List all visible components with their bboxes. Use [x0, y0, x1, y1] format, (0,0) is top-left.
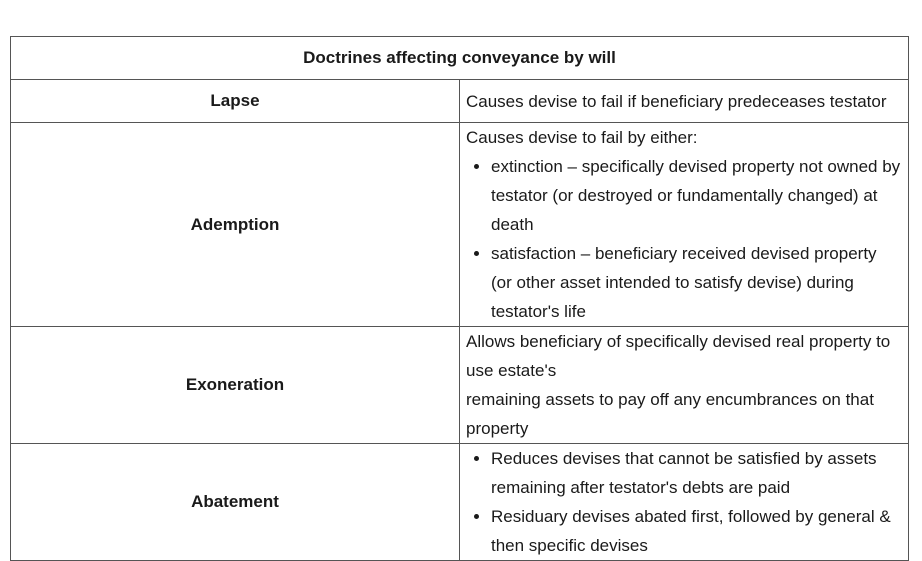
table-title: Doctrines affecting conveyance by will	[10, 36, 909, 80]
description-ademption: Causes devise to fail by either: extinct…	[459, 122, 909, 327]
abatement-bullet-list: Reduces devises that cannot be satisfied…	[466, 444, 902, 560]
table-row-abatement: Abatement Reduces devises that cannot be…	[10, 443, 909, 561]
term-ademption: Ademption	[10, 122, 460, 327]
exoneration-line-2: remaining assets to pay off any encumbra…	[466, 390, 874, 438]
description-abatement: Reduces devises that cannot be satisfied…	[459, 443, 909, 561]
list-item: Residuary devises abated first, followed…	[491, 502, 902, 560]
table-row-lapse: Lapse Causes devise to fail if beneficia…	[10, 79, 909, 123]
doctrines-table: Doctrines affecting conveyance by will L…	[10, 36, 909, 561]
list-item: satisfaction – beneficiary received devi…	[491, 239, 902, 326]
table-row-exoneration: Exoneration Allows beneficiary of specif…	[10, 326, 909, 444]
list-item: extinction – specifically devised proper…	[491, 152, 902, 239]
exoneration-line-1: Allows beneficiary of specifically devis…	[466, 332, 891, 380]
table-row-ademption: Ademption Causes devise to fail by eithe…	[10, 122, 909, 327]
ademption-intro: Causes devise to fail by either:	[466, 128, 698, 147]
term-exoneration: Exoneration	[10, 326, 460, 444]
table-header-row: Doctrines affecting conveyance by will	[10, 36, 909, 80]
ademption-bullet-list: extinction – specifically devised proper…	[466, 152, 902, 326]
term-abatement: Abatement	[10, 443, 460, 561]
term-lapse: Lapse	[10, 79, 460, 123]
description-exoneration: Allows beneficiary of specifically devis…	[459, 326, 909, 444]
description-lapse: Causes devise to fail if beneficiary pre…	[459, 79, 909, 123]
list-item: Reduces devises that cannot be satisfied…	[491, 444, 902, 502]
